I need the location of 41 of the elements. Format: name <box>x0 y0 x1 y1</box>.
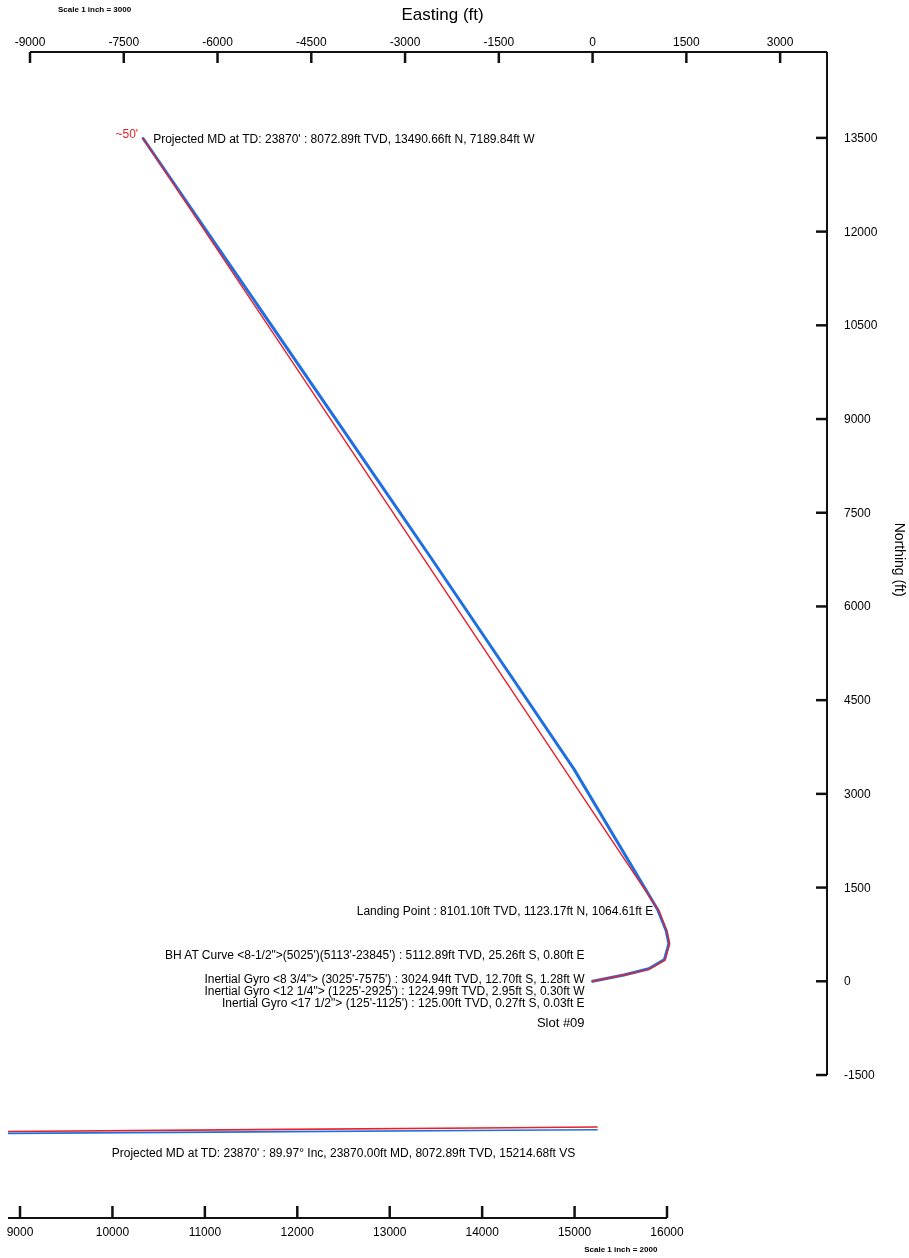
annotation: Projected MD at TD: 23870' : 8072.89ft TVD, 13490.66ft N, 7189.84ft W <box>153 131 536 146</box>
x-tick-label: 11000 <box>188 1225 222 1239</box>
y-tick-label: 10500 <box>844 318 878 333</box>
x-tick-label: 12000 <box>280 1225 315 1239</box>
annotation: Inertial Gyro <17 1/2"> (125'-1125') : 125.00ft TVD, 0.27ft S, 0.03ft E <box>221 996 585 1011</box>
x-tick-label: 0 <box>589 35 597 49</box>
annotation: Landing Point : 8101.10ft TVD, 1123.17ft N, 1064.61ft E <box>356 904 654 919</box>
annotation: Slot #09 <box>536 1015 585 1031</box>
x-tick-label: -4500 <box>295 35 327 49</box>
x-tick-label: -1500 <box>483 35 515 49</box>
x-tick-label: 10000 <box>95 1225 130 1239</box>
annotation: Projected MD at TD: 23870' : 89.97° Inc, 23870.00ft MD, 8072.89ft TVD, 15214.68ft VS <box>111 1146 576 1160</box>
text: Scale 1 inch = 2000 <box>584 1245 658 1254</box>
x-axis-title: Easting (ft) <box>401 5 484 24</box>
annotation: BH AT Curve <8-1/2">(5025')(5113'-23845') : 5112.89ft TVD, 25.26ft S, 0.80ft E <box>164 948 585 963</box>
x-tick-label: -3000 <box>389 35 421 49</box>
y-tick-label: 9000 <box>844 412 872 427</box>
x-tick-label: 16000 <box>650 1225 685 1239</box>
x-tick-label: 14000 <box>465 1225 500 1239</box>
y-tick-label: 12000 <box>844 224 878 239</box>
x-tick-label: -7500 <box>108 35 140 49</box>
x-tick-label: 15000 <box>557 1225 592 1239</box>
y-tick-label: 3000 <box>844 786 872 801</box>
x-tick-label: 9000 <box>6 1225 34 1239</box>
x-tick-label: 13000 <box>373 1225 407 1239</box>
annotation: Inertial Gyro <12 1/4"> (1225'-2925') : 1224.99ft TVD, 2.95ft S, 0.30ft W <box>204 984 586 999</box>
x-tick-label: -6000 <box>202 35 234 49</box>
annotation: ~50' <box>115 126 139 141</box>
y-tick-label: 13500 <box>844 130 878 145</box>
y-tick-label: 4500 <box>844 693 872 708</box>
y-tick-label: -1500 <box>844 1068 876 1082</box>
x-tick-label: -9000 <box>14 35 46 49</box>
text: Scale 1 inch = 3000 <box>58 5 132 14</box>
y-tick-label: 1500 <box>844 880 872 895</box>
y-tick-label: 7500 <box>844 505 872 520</box>
y-tick-label: 0 <box>844 974 851 989</box>
x-tick-label: 3000 <box>766 35 794 49</box>
y-tick-label: 6000 <box>844 599 872 614</box>
annotation: Inertial Gyro <8 3/4"> (3025'-7575') : 3024.94ft TVD, 12.70ft S, 1.28ft W <box>204 972 586 987</box>
y-axis-title: Northing (ft) <box>892 522 908 597</box>
x-tick-label: 1500 <box>673 35 701 49</box>
